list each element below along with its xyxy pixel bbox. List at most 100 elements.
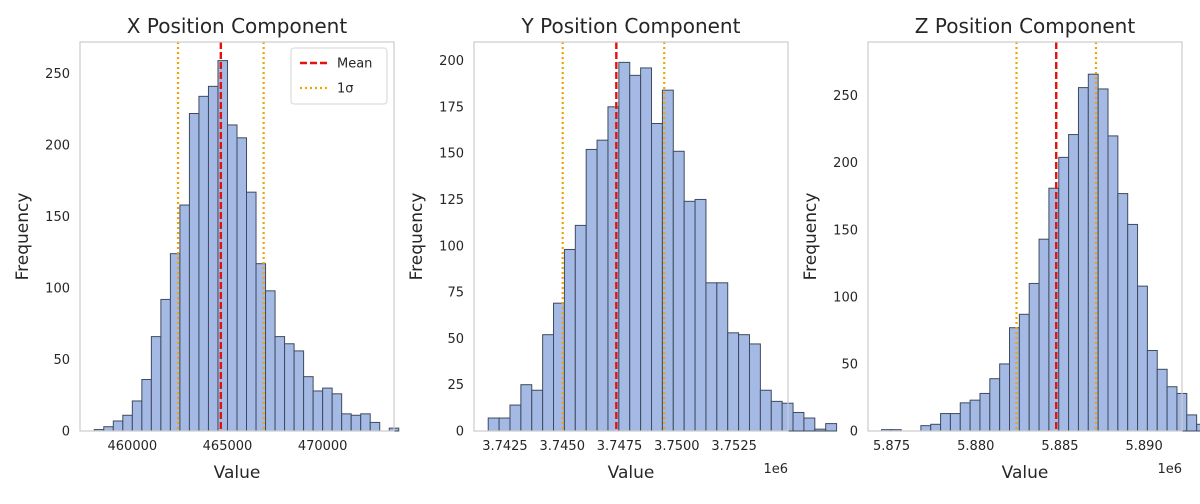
histogram-bar <box>312 390 324 432</box>
histogram-bar <box>341 413 352 432</box>
histogram-bar <box>303 376 314 432</box>
axes-frame <box>79 41 395 432</box>
histogram-bar <box>1068 134 1079 432</box>
histogram-bar <box>949 413 961 432</box>
x-axis-label: Value <box>1002 463 1049 483</box>
x-tick-label: 460000 <box>108 439 158 454</box>
chart-title: X Position Component <box>127 14 348 38</box>
histogram-bar <box>198 95 209 432</box>
histogram-bar <box>112 420 124 432</box>
x-axis-label: Value <box>608 463 655 483</box>
x-tick-label: 3.7425 <box>482 439 528 454</box>
x-axis-label: Value <box>214 463 261 483</box>
histogram-bar <box>1127 223 1139 432</box>
histogram-bar <box>188 113 200 432</box>
histogram-bar <box>236 137 248 432</box>
histogram-bar <box>226 124 238 432</box>
y-tick-label: 150 <box>833 223 858 238</box>
y-tick-label: 250 <box>833 89 858 104</box>
histogram-bar <box>1097 88 1109 432</box>
histogram-bar <box>759 389 772 432</box>
histogram-bar <box>825 423 838 432</box>
histogram-bar <box>1018 313 1030 432</box>
histogram-bar <box>360 413 371 432</box>
y-tick-label: 200 <box>439 54 464 69</box>
histogram-bar <box>999 363 1011 432</box>
histogram-bar <box>1196 423 1200 432</box>
x-tick-label: 3.7500 <box>654 439 700 454</box>
histogram-bar <box>122 414 133 432</box>
histogram-bar <box>629 74 642 432</box>
histogram-bar <box>792 411 805 432</box>
histogram-bar <box>498 417 511 432</box>
histogram-bar <box>217 60 228 432</box>
histogram-bar <box>563 248 576 432</box>
histogram-bar <box>150 336 162 432</box>
histogram-bar <box>930 423 942 432</box>
histogram-bar <box>1166 386 1178 432</box>
x-tick-label: 3.7450 <box>539 439 585 454</box>
x-tick-label: 3.7475 <box>597 439 643 454</box>
y-axis-label: Frequency <box>407 193 427 281</box>
histogram-bar <box>683 200 696 432</box>
x-tick-label: 5.875 <box>873 439 910 454</box>
y-tick-label: 250 <box>45 67 70 82</box>
histogram-bar <box>265 290 276 432</box>
legend-sigma-label: 1σ <box>337 82 354 97</box>
histogram-bar <box>596 139 609 432</box>
y-tick-label: 75 <box>447 286 464 301</box>
y-tick-label: 0 <box>62 425 70 440</box>
histogram-bar <box>716 282 729 432</box>
x-tick-label: 5.885 <box>1041 439 1078 454</box>
histogram-bar <box>694 198 707 432</box>
histogram-bar <box>1186 414 1198 432</box>
x-tick-label: 3.7525 <box>711 439 757 454</box>
histogram-bar <box>542 334 555 432</box>
histogram-bar <box>1009 327 1020 432</box>
histogram-bar <box>1058 156 1070 432</box>
y-tick-label: 25 <box>447 378 464 393</box>
histogram-bar <box>651 123 663 432</box>
histogram-bar <box>531 389 544 432</box>
histogram-bar <box>274 336 286 432</box>
histogram-bar <box>322 387 333 432</box>
histogram-bar <box>959 402 971 432</box>
chart-panel-2: 5.875 5.880 5.885 5.890 0 50 100 150 200 250 1e6 Z … <box>801 14 1200 483</box>
chart-title: Y Position Component <box>521 14 741 38</box>
histogram-bar <box>969 399 981 432</box>
histogram-bar <box>246 191 257 432</box>
legend-mean-label: Mean <box>337 57 372 72</box>
histogram-bar <box>293 350 305 432</box>
histogram-bar <box>179 204 190 432</box>
histogram-bar <box>1107 135 1119 432</box>
y-tick-label: 100 <box>833 290 858 305</box>
histogram-bar <box>1137 285 1148 432</box>
histogram-bar <box>1038 238 1050 432</box>
histogram-bar <box>131 400 143 432</box>
y-tick-label: 200 <box>45 138 70 153</box>
histogram-bar <box>1156 368 1168 432</box>
histogram-bar <box>1117 193 1129 432</box>
histogram-bar <box>748 343 761 432</box>
y-tick-label: 125 <box>439 193 464 208</box>
x-tick-label: 5.880 <box>957 439 994 454</box>
histogram-bar <box>940 413 951 432</box>
y-tick-label: 50 <box>841 357 858 372</box>
x-tick-label: 470000 <box>298 439 348 454</box>
histogram-bar <box>509 404 522 432</box>
histogram-bar <box>618 61 631 432</box>
histogram-bar <box>727 332 740 432</box>
histogram-bar <box>1028 282 1040 432</box>
y-axis-label: Frequency <box>801 193 821 281</box>
histogram-bar <box>350 414 362 432</box>
y-tick-label: 175 <box>439 100 464 115</box>
legend: Mean 1σ <box>290 47 388 105</box>
histogram-bar <box>1146 350 1158 432</box>
histogram-bar <box>1077 87 1089 432</box>
y-tick-label: 50 <box>53 353 70 368</box>
chart-title: Z Position Component <box>915 14 1136 38</box>
histogram-bar <box>160 298 171 432</box>
histogram-bar <box>284 343 295 432</box>
